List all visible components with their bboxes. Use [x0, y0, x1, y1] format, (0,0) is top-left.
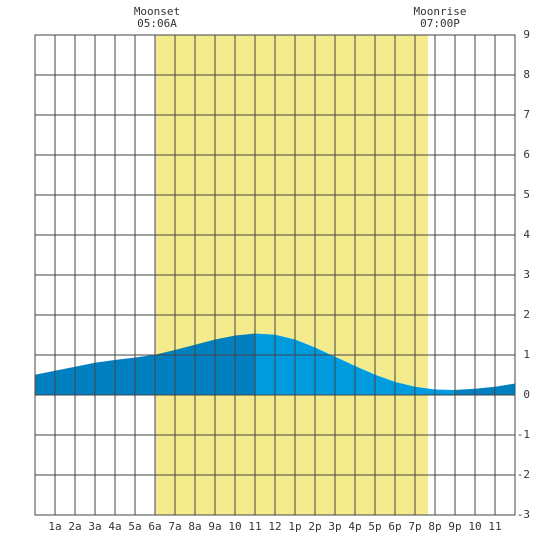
- x-tick-label: 2a: [68, 520, 81, 533]
- x-tick-label: 3p: [328, 520, 341, 533]
- tide-area: [54, 366, 76, 396]
- x-tick-label: 9p: [448, 520, 461, 533]
- tide-area: [294, 339, 316, 396]
- y-tick-label: 1: [523, 348, 530, 361]
- tide-area: [454, 388, 476, 396]
- tide-area: [254, 333, 276, 396]
- annotation-label: Moonrise: [414, 5, 467, 18]
- y-tick-label: 9: [523, 28, 530, 41]
- tide-area: [74, 362, 96, 396]
- y-tick-label: 6: [523, 148, 530, 161]
- x-tick-label: 9a: [208, 520, 221, 533]
- x-tick-label: 2p: [308, 520, 321, 533]
- x-tick-label: 3a: [88, 520, 101, 533]
- tide-area: [234, 333, 256, 396]
- tide-area: [174, 344, 196, 396]
- tide-area: [214, 335, 236, 396]
- y-tick-label: 4: [523, 228, 530, 241]
- x-tick-label: 10: [228, 520, 241, 533]
- x-tick-label: 7a: [168, 520, 181, 533]
- y-tick-label: 8: [523, 68, 530, 81]
- tide-area: [474, 386, 496, 396]
- annotation-label: Moonset: [134, 5, 180, 18]
- x-tick-label: 1p: [288, 520, 301, 533]
- tide-area: [434, 389, 456, 396]
- tide-area: [114, 357, 136, 396]
- plot-frame: [34, 34, 516, 516]
- x-tick-label: 8p: [428, 520, 441, 533]
- x-tick-label: 4p: [348, 520, 361, 533]
- x-tick-label: 4a: [108, 520, 121, 533]
- tide-area: [94, 359, 116, 396]
- tide-area: [194, 339, 216, 396]
- x-tick-label: 6p: [388, 520, 401, 533]
- x-tick-label: 7p: [408, 520, 421, 533]
- y-tick-label: 3: [523, 268, 530, 281]
- annotation-time: 07:00P: [420, 17, 460, 30]
- x-tick-label: 12: [268, 520, 281, 533]
- annotation-time: 05:06A: [137, 17, 177, 30]
- tide-area: [154, 349, 176, 396]
- x-tick-label: 10: [468, 520, 481, 533]
- y-tick-label: 2: [523, 308, 530, 321]
- x-tick-label: 8a: [188, 520, 201, 533]
- x-tick-label: 5p: [368, 520, 381, 533]
- x-tick-label: 6a: [148, 520, 161, 533]
- x-tick-label: 11: [488, 520, 501, 533]
- tide-area: [34, 370, 56, 396]
- y-tick-label: 0: [523, 388, 530, 401]
- tide-area: [134, 354, 156, 396]
- y-tick-label: 5: [523, 188, 530, 201]
- y-tick-label: 7: [523, 108, 530, 121]
- y-tick-label: -1: [517, 428, 530, 441]
- tide-area: [414, 386, 436, 396]
- tide-area: [494, 383, 516, 396]
- x-tick-label: 11: [248, 520, 261, 533]
- y-tick-label: -3: [517, 508, 530, 521]
- y-tick-label: -2: [517, 468, 530, 481]
- x-tick-label: 5a: [128, 520, 141, 533]
- tide-area: [274, 334, 296, 396]
- x-tick-label: 1a: [48, 520, 61, 533]
